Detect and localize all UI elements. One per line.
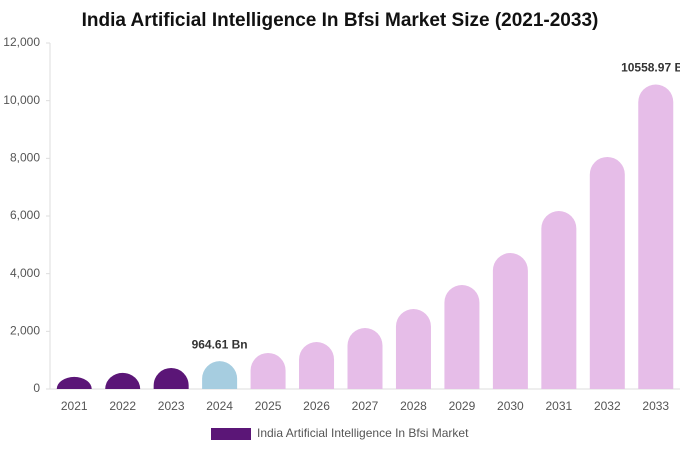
x-tick-label: 2025	[255, 399, 282, 413]
bar	[105, 372, 141, 389]
x-tick-label: 2031	[545, 399, 572, 413]
bar	[589, 156, 625, 389]
bar	[299, 342, 335, 389]
bar	[347, 328, 383, 389]
x-tick-label: 2027	[352, 399, 379, 413]
x-tick-label: 2032	[594, 399, 621, 413]
y-tick-label: 12,000	[3, 35, 40, 49]
bar	[638, 84, 674, 390]
bar	[202, 361, 238, 389]
bar	[395, 308, 431, 389]
x-tick-label: 2024	[206, 399, 233, 413]
legend-label: India Artificial Intelligence In Bfsi Ma…	[257, 426, 469, 440]
bar	[56, 376, 92, 389]
y-tick-label: 6,000	[10, 208, 40, 222]
chart-title: India Artificial Intelligence In Bfsi Ma…	[82, 10, 599, 31]
x-tick-label: 2023	[158, 399, 185, 413]
x-tick-label: 2029	[449, 399, 476, 413]
x-tick-label: 2033	[642, 399, 669, 413]
x-tick-label: 2022	[109, 399, 136, 413]
value-label: 964.61 Bn	[192, 337, 248, 351]
y-tick-label: 10,000	[3, 93, 40, 107]
value-label: 10558.97 Bn	[621, 61, 680, 75]
bar	[153, 367, 189, 389]
x-tick-label: 2021	[61, 399, 88, 413]
bar	[492, 252, 528, 389]
bar	[541, 211, 577, 389]
x-tick-label: 2030	[497, 399, 524, 413]
bar	[444, 284, 480, 389]
bar	[250, 352, 286, 389]
y-tick-label: 2,000	[10, 324, 40, 338]
y-tick-label: 4,000	[10, 266, 40, 280]
x-tick-label: 2028	[400, 399, 427, 413]
y-tick-label: 0	[33, 381, 40, 395]
legend-swatch	[211, 428, 251, 440]
y-tick-label: 8,000	[10, 151, 40, 165]
x-tick-label: 2026	[303, 399, 330, 413]
